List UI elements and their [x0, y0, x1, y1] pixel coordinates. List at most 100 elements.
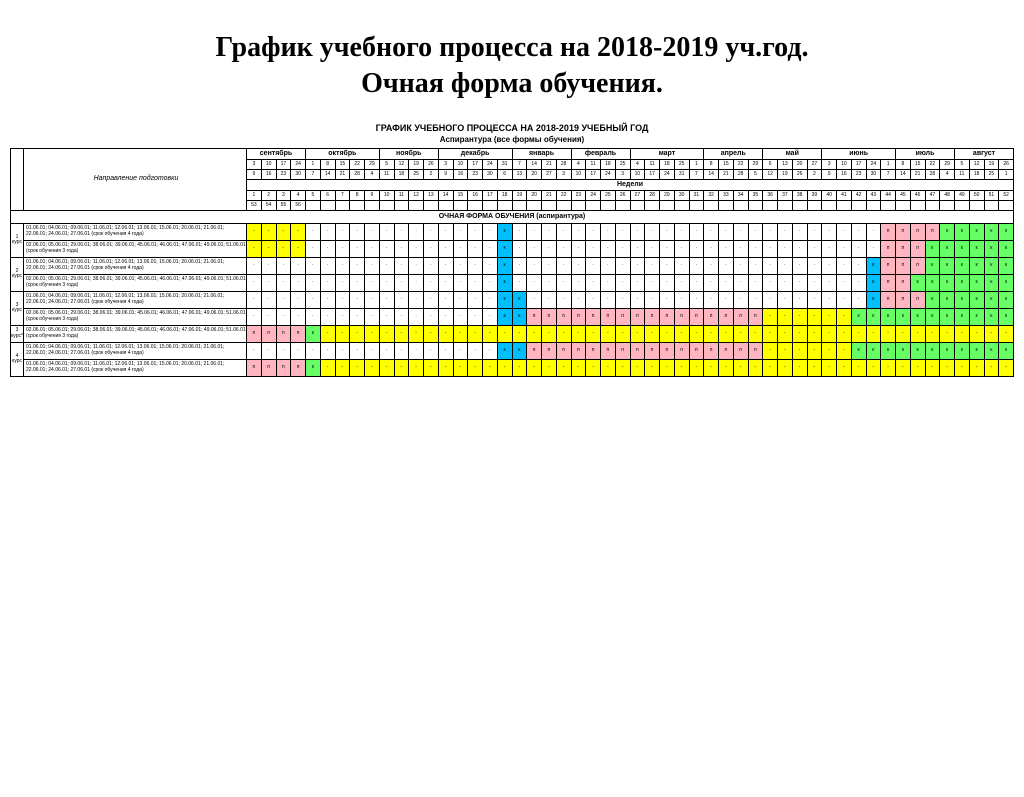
course-label: 4 курс	[11, 342, 24, 376]
schedule-cell: ·	[822, 257, 837, 274]
schedule-cell: к	[940, 308, 955, 325]
schedule-cell: ·	[468, 274, 483, 291]
week-num	[306, 200, 321, 210]
schedule-cell: -	[969, 325, 984, 342]
schedule-cell: к	[306, 325, 321, 342]
schedule-cell: ·	[866, 240, 881, 257]
schedule-cell: ·	[306, 257, 321, 274]
schedule-cell: ·	[261, 274, 276, 291]
schedule-cell: п	[615, 308, 630, 325]
date-cell: 5	[379, 159, 394, 169]
schedule-cell: ·	[453, 223, 468, 240]
schedule-cell: ·	[674, 223, 689, 240]
date-cell: 16	[261, 169, 276, 179]
week-num: 8	[350, 190, 365, 200]
schedule-cell: -	[394, 325, 409, 342]
date-cell: 31	[497, 159, 512, 169]
schedule-cell: ·	[704, 240, 719, 257]
schedule-cell: ·	[615, 223, 630, 240]
schedule-cell: ·	[453, 308, 468, 325]
week-num: 19	[512, 190, 527, 200]
week-num: 5	[306, 190, 321, 200]
schedule-cell: ·	[556, 240, 571, 257]
week-num	[881, 200, 896, 210]
schedule-cell: -	[527, 359, 542, 376]
schedule-cell: ·	[630, 223, 645, 240]
schedule-cell: ·	[689, 223, 704, 240]
schedule-cell: -	[586, 325, 601, 342]
schedule-cell: -	[792, 325, 807, 342]
date-cell: 15	[910, 159, 925, 169]
schedule-cell: ·	[660, 223, 675, 240]
schedule-cell: п	[601, 342, 616, 359]
schedule-cell: -	[733, 325, 748, 342]
date-cell: 13	[512, 169, 527, 179]
week-num: 27	[630, 190, 645, 200]
schedule-cell: ·	[306, 240, 321, 257]
schedule-cell: -	[542, 359, 557, 376]
schedule-cell: -	[822, 359, 837, 376]
schedule-cell: ·	[409, 308, 424, 325]
schedule-cell: -	[660, 359, 675, 376]
schedule-cell: -	[365, 359, 380, 376]
schedule-cell: -	[896, 325, 911, 342]
schedule-cell: ·	[719, 274, 734, 291]
schedule-cell: ·	[527, 257, 542, 274]
schedule-cell: ·	[320, 291, 335, 308]
schedule-cell: ·	[601, 223, 616, 240]
schedule-cell: п	[291, 359, 306, 376]
schedule-cell: п	[674, 342, 689, 359]
schedule-cell: -	[881, 359, 896, 376]
schedule-cell: ·	[424, 274, 439, 291]
schedule-cell: к	[851, 342, 866, 359]
date-cell: 17	[468, 159, 483, 169]
schedule-cell: ·	[409, 291, 424, 308]
schedule-cell: ·	[247, 342, 262, 359]
schedule-cell: п	[556, 342, 571, 359]
schedule-cell: ·	[438, 223, 453, 240]
schedule-cell: п	[660, 342, 675, 359]
schedule-cell: п	[586, 308, 601, 325]
schedule-cell: -	[468, 359, 483, 376]
schedule-cell: ·	[763, 274, 778, 291]
week-num	[365, 200, 380, 210]
schedule-cell: к	[896, 342, 911, 359]
schedule-cell: -	[247, 223, 262, 240]
schedule-cell: ·	[645, 291, 660, 308]
schedule-cell: к	[969, 240, 984, 257]
schedule-cell: к	[955, 223, 970, 240]
schedule-cell: п	[881, 257, 896, 274]
date-cell: 14	[320, 169, 335, 179]
schedule-cell: -	[438, 359, 453, 376]
schedule-cell: п	[556, 308, 571, 325]
schedule-cell: -	[807, 308, 822, 325]
schedule-cell: п	[704, 342, 719, 359]
date-cell: 4	[940, 169, 955, 179]
week-num	[763, 200, 778, 210]
week-num	[807, 200, 822, 210]
date-cell: 15	[335, 159, 350, 169]
week-num: 54	[261, 200, 276, 210]
schedule-cell: ·	[365, 308, 380, 325]
date-cell: 23	[468, 169, 483, 179]
course-label: 1 курс	[11, 223, 24, 257]
schedule-cell: ·	[689, 240, 704, 257]
date-cell: 9	[438, 169, 453, 179]
schedule-cell: ·	[365, 291, 380, 308]
schedule-cell: к	[910, 308, 925, 325]
schedule-cell: ·	[851, 223, 866, 240]
week-num	[778, 200, 793, 210]
schedule-cell: -	[586, 359, 601, 376]
schedule-cell: -	[969, 359, 984, 376]
week-num: 23	[571, 190, 586, 200]
schedule-cell: -	[748, 325, 763, 342]
schedule-cell: п	[630, 308, 645, 325]
schedule-cell: -	[689, 359, 704, 376]
schedule-cell: ·	[320, 342, 335, 359]
direction-name: 02.06.01; 05.06.01; 29.06.01; 38.06.01; …	[24, 274, 247, 291]
schedule-cell: -	[453, 359, 468, 376]
week-num: 28	[645, 190, 660, 200]
schedule-cell: к	[969, 274, 984, 291]
schedule-cell: ·	[394, 342, 409, 359]
week-num: 33	[719, 190, 734, 200]
